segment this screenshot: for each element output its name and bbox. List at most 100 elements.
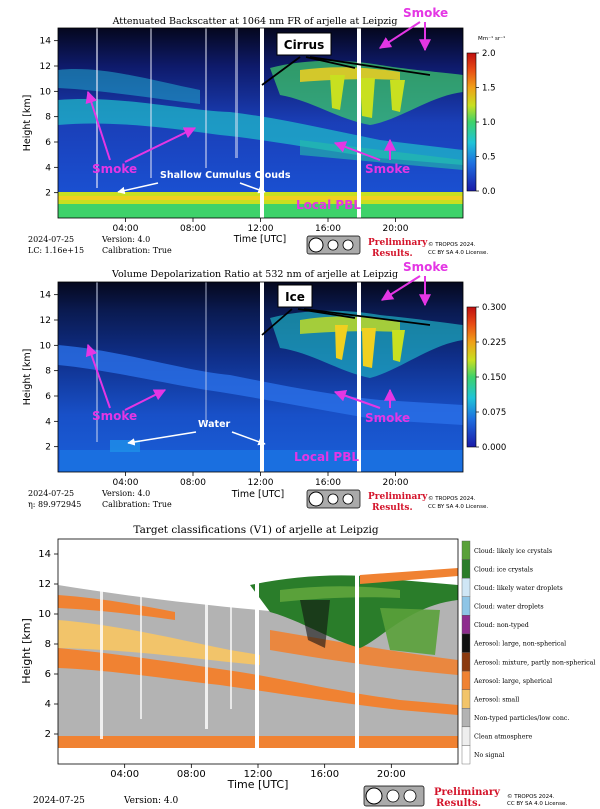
- chart-title: Target classifications (V1) of arjelle a…: [133, 524, 378, 536]
- y-tick-label: 4: [45, 699, 51, 710]
- y-tick-label: 4: [45, 417, 51, 427]
- x-tick-label: 08:00: [180, 224, 206, 234]
- y-tick-label: 4: [45, 163, 51, 173]
- chart-title: Attenuated Backscatter at 1064 nm FR of …: [112, 16, 398, 27]
- y-axis-label: Height [km]: [20, 618, 33, 684]
- info-version: Version: 4.0: [123, 796, 178, 806]
- colorbar-tick-label: 1.5: [482, 84, 496, 94]
- info-calibration: Calibration: True: [102, 500, 172, 509]
- colorbar-ticks: 0.0 0.5 1.0 1.5 2.0: [476, 49, 496, 197]
- y-ticks: 2 4 6 8 10 12 14: [40, 291, 58, 453]
- colorbar-tick-label: 0.5: [482, 153, 496, 163]
- ann-water: Water: [198, 419, 231, 430]
- annotations: Smoke Cirrus Smoke Smoke Shallow Cumulus…: [85, 6, 448, 212]
- panel-classification: Target classifications (V1) of arjelle a…: [20, 524, 595, 809]
- y-tick-label: 2: [45, 443, 51, 453]
- x-tick-label: 16:00: [310, 769, 339, 780]
- cc-license-logo: [363, 785, 425, 807]
- info-date: 2024-07-25: [33, 796, 85, 806]
- x-tick-label: 16:00: [315, 224, 341, 234]
- x-tick-label: 20:00: [377, 769, 406, 780]
- legend-label: Cloud: likely water droplets: [474, 585, 563, 592]
- colorbar-tick-label: 0.0: [482, 187, 496, 197]
- y-tick-label: 6: [45, 138, 51, 148]
- ann-smoke-right: Smoke: [365, 162, 410, 176]
- legend-swatch: [461, 559, 471, 579]
- y-tick-label: 14: [38, 549, 51, 560]
- legend-label: Aerosol: small: [473, 696, 519, 703]
- ann-smoke-right: Smoke: [365, 411, 410, 425]
- data-layers: [58, 539, 458, 764]
- preliminary-line2: Results.: [372, 249, 413, 259]
- x-tick-label: 20:00: [383, 224, 409, 234]
- y-tick-label: 10: [40, 87, 52, 97]
- preliminary-line1: Preliminary: [368, 238, 428, 248]
- annotations: Smoke Ice Smoke Smoke Water Local PBL: [85, 260, 448, 464]
- legend-label: Cloud: ice crystals: [474, 566, 533, 573]
- y-tick-label: 14: [40, 37, 52, 47]
- x-tick-label: 04:00: [113, 224, 139, 234]
- legend-label: Aerosol: mixture, partly non-spherical: [473, 659, 595, 666]
- cc-license-logo: [306, 235, 361, 255]
- x-axis-label: Time [UTC]: [233, 234, 287, 245]
- ann-cirrus: Cirrus: [284, 38, 324, 52]
- y-tick-label: 12: [40, 316, 51, 326]
- ann-smoke-left: Smoke: [92, 409, 137, 423]
- legend-swatch: [461, 652, 471, 672]
- legend-label: Clean atmosphere: [474, 734, 532, 741]
- x-tick-label: 12:00: [248, 478, 274, 488]
- legend-label: Aerosol: large, spherical: [473, 678, 552, 685]
- legend-label: Cloud: non-typed: [474, 622, 529, 629]
- preliminary-line2: Results.: [372, 503, 413, 513]
- colorbar-ticks: 0.000 0.075 0.150 0.225 0.300: [476, 303, 506, 453]
- colorbar-tick-label: 0.225: [482, 338, 506, 348]
- x-axis-label: Time [UTC]: [227, 778, 289, 791]
- legend-swatch: [461, 708, 471, 728]
- x-tick-label: 12:00: [248, 224, 274, 234]
- license-line1: © TROPOS 2024.: [428, 495, 476, 502]
- colorbar-tick-label: 0.300: [482, 303, 506, 313]
- ann-smoke-top: Smoke: [403, 6, 448, 20]
- license-line2: CC BY SA 4.0 License.: [507, 801, 567, 807]
- legend-swatch: [461, 577, 471, 597]
- y-tick-label: 10: [38, 609, 51, 620]
- legend-label: Cloud: water droplets: [474, 604, 544, 611]
- legend-label: No signal: [474, 752, 504, 759]
- y-tick-label: 8: [45, 367, 51, 377]
- legend-swatch: [461, 670, 471, 690]
- colorbar-unit: Mm⁻¹ sr⁻¹: [478, 35, 505, 42]
- y-tick-label: 2: [45, 189, 51, 199]
- colorbar-tick-label: 0.000: [482, 443, 506, 453]
- colorbar: [466, 52, 477, 192]
- x-axis-label: Time [UTC]: [231, 489, 285, 500]
- legend-swatch: [461, 615, 471, 635]
- info-version: Version: 4.0: [101, 489, 150, 498]
- colorbar: [466, 306, 477, 448]
- y-ticks: 2 4 6 8 10 12 14: [38, 549, 58, 740]
- x-ticks: 04:00 08:00 12:00 16:00 20:00: [110, 764, 406, 780]
- info-eta: η: 89.972945: [28, 500, 81, 509]
- y-tick-label: 2: [45, 729, 51, 740]
- data-layers: [58, 282, 463, 472]
- ann-cumulus: Shallow Cumulus Clouds: [160, 170, 291, 181]
- y-tick-label: 6: [45, 392, 51, 402]
- ann-smoke-left: Smoke: [92, 162, 137, 176]
- panel-depolarization: Volume Depolarization Ratio at 532 nm of…: [22, 260, 506, 513]
- info-calibration: Calibration: True: [102, 246, 172, 255]
- x-tick-label: 04:00: [110, 769, 139, 780]
- info-date: 2024-07-25: [28, 489, 74, 498]
- cc-license-logo: [306, 489, 361, 509]
- legend-label: Non-typed particles/low conc.: [474, 715, 569, 722]
- preliminary-line1: Preliminary: [434, 787, 501, 798]
- colorbar-tick-label: 1.0: [482, 118, 496, 128]
- legend-swatch: [461, 540, 471, 560]
- info-lc: LC: 1.16e+15: [28, 246, 84, 255]
- panel-backscatter: Attenuated Backscatter at 1064 nm FR of …: [22, 6, 505, 259]
- colorbar-tick-label: 2.0: [482, 49, 496, 59]
- ann-pbl: Local PBL: [294, 450, 359, 464]
- preliminary-line2: Results.: [436, 798, 481, 809]
- legend-swatch: [461, 633, 471, 653]
- x-tick-label: 08:00: [180, 478, 206, 488]
- chart-title: Volume Depolarization Ratio at 532 nm of…: [111, 269, 398, 280]
